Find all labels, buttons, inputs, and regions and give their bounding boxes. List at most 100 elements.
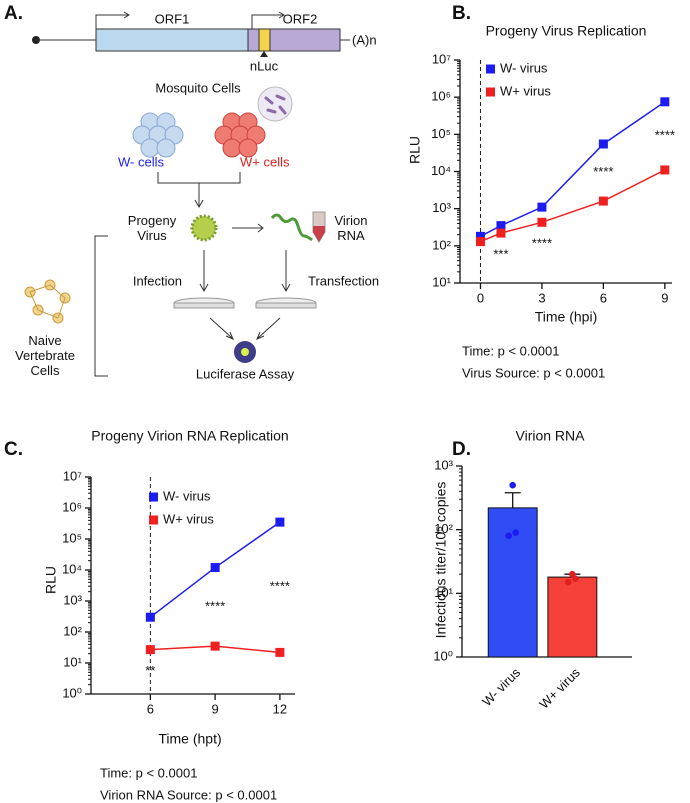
data-point — [572, 575, 579, 582]
y-tick-label: 10³ — [432, 200, 451, 215]
nluc-box — [258, 28, 271, 52]
x-tick-label: 0 — [477, 290, 484, 305]
data-point — [565, 578, 572, 586]
chart-title: Virion RNA — [516, 428, 586, 444]
bar — [547, 576, 598, 658]
y-tick-label: 10³ — [434, 457, 453, 472]
stats-text: Time: p < 0.0001 — [100, 765, 197, 780]
data-point — [660, 97, 670, 107]
data-point — [512, 529, 520, 536]
promoter-arrow — [251, 11, 285, 29]
merge-arrow — [157, 172, 241, 209]
data-point — [660, 165, 670, 175]
label: Vertebrate — [15, 348, 75, 363]
annotation: **** — [205, 598, 225, 613]
y-tick-label: 10¹ — [63, 654, 82, 669]
y-tick-label: 10⁷ — [63, 468, 82, 483]
label: Cells — [31, 363, 60, 378]
label: Naive Vertebrate Cells — [15, 333, 75, 378]
chart-title: Progeny Virus Replication — [486, 23, 647, 39]
label: nLuc — [250, 58, 279, 73]
y-tick-label: 10² — [432, 237, 451, 252]
y-tick-label: 10⁴ — [431, 163, 451, 178]
data-point — [598, 139, 608, 149]
tube-liquid — [313, 226, 325, 242]
virus-icon — [190, 214, 218, 242]
panel-label: A. — [4, 3, 23, 24]
label: W+ cells — [240, 154, 290, 169]
y-axis-label: RLU — [407, 136, 423, 164]
orf1-box — [95, 28, 249, 52]
x-tick-label: 6 — [600, 290, 607, 305]
data-point — [537, 202, 547, 212]
y-tick-label: 10¹ — [432, 274, 451, 289]
label: Transfection — [308, 273, 379, 288]
series-line — [480, 101, 666, 238]
legend-marker — [149, 492, 158, 502]
legend-marker — [486, 87, 495, 97]
y-tick-label: 10⁰ — [62, 685, 82, 700]
panel-label: C. — [4, 439, 23, 460]
label: ORF2 — [283, 11, 318, 26]
x-axis-label: Time (hpi) — [535, 309, 598, 325]
data-point — [210, 641, 220, 651]
annotation: **** — [655, 127, 675, 142]
data-point — [537, 217, 547, 227]
bar — [487, 507, 538, 658]
x-tick-label: 3 — [538, 290, 545, 305]
w-minus-cells-icon — [132, 112, 184, 158]
data-point — [505, 532, 513, 540]
data-point — [145, 612, 155, 622]
label: W- cells — [118, 154, 164, 169]
label: RNA — [337, 228, 365, 243]
dish — [255, 302, 317, 309]
y-tick-label: 10⁶ — [62, 499, 82, 514]
diagram: ORF1 ORF2 (A)n nLuc Mosquito Cells W- ce… — [15, 11, 379, 381]
label: Luciferase Assay — [196, 366, 295, 381]
x-tick-label: 12 — [273, 701, 287, 716]
rna-icon — [270, 213, 313, 242]
y-tick-label: 10⁰ — [433, 648, 453, 663]
bacteria — [264, 94, 287, 115]
annotation: **** — [532, 236, 552, 251]
data-point — [598, 196, 608, 206]
data-point — [496, 221, 506, 231]
nluc-pointer — [260, 51, 268, 57]
y-tick-label: 10⁵ — [62, 530, 82, 545]
legend-label: W- virus — [500, 60, 548, 75]
annotation: ** — [145, 663, 155, 678]
arrow — [199, 250, 291, 293]
annotation: **** — [593, 164, 613, 179]
stats-text: Virus Source: p < 0.0001 — [462, 365, 605, 380]
data-point — [475, 237, 485, 247]
x-tick-label: 9 — [661, 290, 668, 305]
arrow — [232, 223, 264, 233]
dish — [173, 302, 235, 309]
y-tick-label: 10³ — [63, 592, 82, 607]
error-bar — [504, 492, 521, 508]
y-tick-label: 10⁵ — [431, 126, 451, 141]
panel-label: B. — [452, 3, 471, 24]
y-tick-label: 10⁴ — [62, 561, 82, 576]
legend-label: W+ virus — [500, 83, 551, 98]
label: Infection — [133, 273, 182, 288]
label: Mosquito Cells — [155, 80, 241, 95]
y-tick-label: 10⁷ — [432, 51, 451, 66]
x-axis-label: Time (hpt) — [158, 731, 221, 747]
bacteria-bubble — [257, 86, 293, 122]
label: Naive — [28, 333, 61, 348]
label: Progeny — [128, 213, 177, 228]
annotation: *** — [493, 247, 508, 262]
neuron-icons — [24, 279, 71, 324]
data-point — [509, 481, 517, 489]
bracket — [94, 235, 108, 377]
legend-label: W+ virus — [163, 511, 214, 526]
x-tick-label: 6 — [147, 701, 154, 716]
y-axis-label: RLU — [43, 566, 59, 594]
panel-label: D. — [452, 439, 471, 460]
data-point — [475, 231, 485, 241]
data-point — [275, 517, 285, 527]
y-axis-label: Infectious titer/10⁵ copies — [433, 482, 449, 639]
y-tick-label: 10² — [434, 521, 453, 536]
y-tick-label: 10¹ — [434, 585, 453, 600]
